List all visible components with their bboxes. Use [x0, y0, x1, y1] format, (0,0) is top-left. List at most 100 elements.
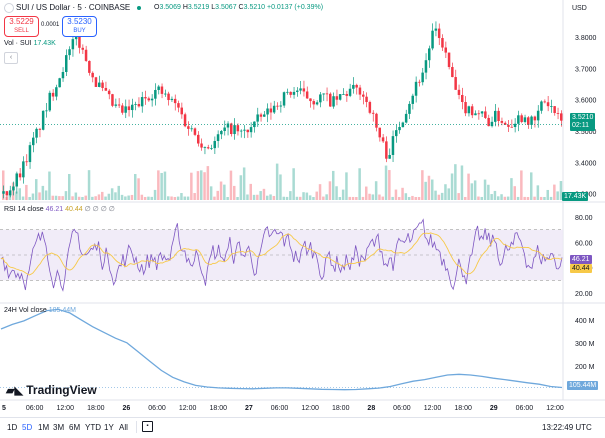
- volume-bar: [526, 196, 530, 200]
- volume-bar: [101, 191, 104, 200]
- volume-bar: [424, 181, 427, 200]
- candle-body: [117, 104, 121, 106]
- timeframe-3m[interactable]: 3M: [53, 423, 65, 432]
- volume-bar: [54, 195, 58, 200]
- candle-body: [523, 117, 527, 122]
- calendar-icon[interactable]: ▪: [142, 421, 153, 432]
- time-tick-label: 18:00: [87, 405, 105, 412]
- volume-bar: [200, 170, 203, 200]
- time-tick-label: 18:00: [454, 405, 472, 412]
- volume-bar: [388, 170, 391, 200]
- volume-bar: [44, 190, 48, 200]
- timeframe-ytd[interactable]: YTD: [85, 423, 101, 432]
- volume-bar: [269, 194, 272, 200]
- candle-body: [15, 173, 18, 187]
- rsi-tick-label: 60.00: [575, 240, 593, 247]
- candle-body: [98, 82, 101, 87]
- candle-body: [18, 173, 22, 178]
- candle-body: [256, 114, 259, 122]
- candle-body: [183, 114, 187, 127]
- volume-bar: [427, 175, 431, 200]
- candle-body: [160, 86, 164, 94]
- volume-legend[interactable]: Vol · SUI 17.43K: [4, 40, 56, 47]
- time-tick-label: 12:00: [179, 405, 197, 412]
- volume-bar: [216, 190, 219, 200]
- timeframe-5d[interactable]: 5D: [22, 423, 33, 432]
- volume-bar: [328, 181, 332, 200]
- candle-body: [325, 93, 329, 95]
- volume-bar: [259, 191, 262, 200]
- buy-button[interactable]: 3.5230 BUY: [62, 16, 97, 37]
- candle-body: [540, 101, 543, 111]
- candle-body: [457, 89, 461, 95]
- candle-body: [22, 161, 25, 178]
- candle-body: [497, 110, 500, 122]
- candle-body: [180, 107, 183, 115]
- timeframe-1m[interactable]: 1M: [38, 423, 50, 432]
- candle-body: [352, 84, 355, 89]
- candle-body: [121, 105, 124, 113]
- volume-bar: [411, 195, 414, 200]
- volume-bar: [11, 182, 15, 200]
- volume-bar: [543, 196, 546, 200]
- candle-body: [510, 126, 513, 128]
- volume-bar: [325, 194, 328, 200]
- timeframe-1d[interactable]: 1D: [7, 423, 18, 432]
- time-tick-label: 12:00: [424, 405, 442, 412]
- candle-body: [520, 115, 523, 122]
- volume-bar: [308, 195, 312, 200]
- rsi-legend[interactable]: RSI 14 close 46.21 40.44 ∅ ∅ ∅ ∅: [4, 206, 115, 213]
- candle-body: [431, 30, 434, 49]
- volume-bar: [536, 185, 540, 200]
- volume-bar: [464, 196, 467, 200]
- volume-bar: [97, 194, 101, 200]
- candle-body: [104, 87, 108, 91]
- candle-body: [107, 90, 111, 95]
- rsi-badge: 46.21: [570, 255, 592, 264]
- volume-bar: [450, 173, 454, 200]
- volume-bar: [341, 189, 345, 200]
- utc-clock[interactable]: 13:22:49 UTC: [542, 423, 592, 432]
- candle-body: [263, 114, 266, 117]
- volume-bar: [292, 168, 295, 200]
- candle-body: [480, 111, 484, 114]
- candle-body: [305, 91, 309, 99]
- candle-body: [140, 97, 144, 107]
- candle-body: [223, 127, 226, 131]
- vol24-legend[interactable]: 24H Vol close 105.44M: [4, 307, 77, 314]
- volume-bar: [299, 196, 302, 200]
- volume-bar: [35, 179, 38, 200]
- symbol-icon[interactable]: [4, 3, 14, 13]
- symbol-title[interactable]: SUI / US Dollar · 5 · COINBASE: [16, 3, 131, 12]
- vol24-line: [0, 308, 563, 391]
- candle-body: [371, 112, 375, 114]
- sell-button[interactable]: 3.5229 SELL: [4, 16, 39, 37]
- collapse-icon[interactable]: ‹: [4, 52, 18, 64]
- volume-bar: [81, 196, 84, 200]
- candle-body: [342, 94, 345, 95]
- timeframe-all[interactable]: All: [119, 423, 128, 432]
- timeframe-1y[interactable]: 1Y: [104, 423, 114, 432]
- candle-body: [451, 67, 454, 78]
- volume-bar: [285, 196, 289, 200]
- candle-body: [51, 92, 55, 97]
- volume-bar: [266, 195, 269, 200]
- volume-bar: [559, 181, 563, 200]
- volume-bar: [137, 178, 140, 200]
- candle-body: [368, 102, 372, 113]
- price-tick-label: 3.4000: [575, 160, 597, 167]
- tradingview-logo[interactable]: ▰◣ TradingView: [6, 383, 97, 397]
- volume-bar: [272, 195, 276, 200]
- candle-body: [289, 91, 292, 95]
- currency-label[interactable]: USD: [572, 5, 587, 12]
- candle-body: [78, 35, 81, 48]
- candle-body: [131, 104, 134, 111]
- timeframe-6m[interactable]: 6M: [69, 423, 81, 432]
- candle-body: [441, 38, 444, 48]
- candle-body: [48, 92, 51, 111]
- candle-body: [546, 102, 550, 107]
- candle-body: [421, 72, 424, 83]
- volume-badge: 17.43K: [562, 192, 589, 201]
- volume-bar: [460, 165, 464, 200]
